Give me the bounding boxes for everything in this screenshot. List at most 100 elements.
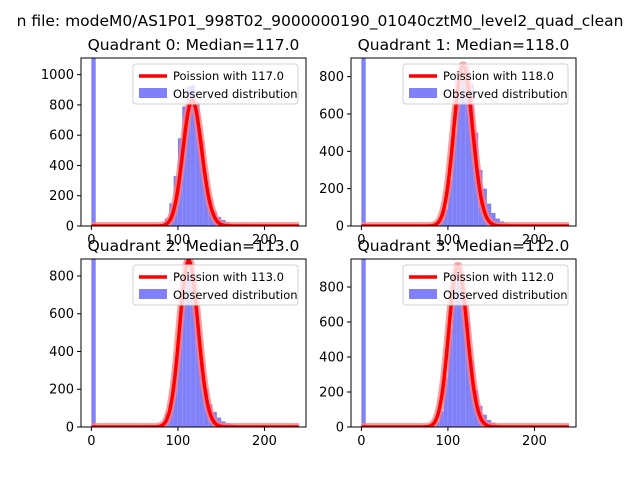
legend-fit-label: Poission with 117.0	[173, 69, 284, 83]
panel-title: Quadrant 3: Median=112.0	[358, 237, 570, 255]
histogram-bar	[199, 141, 204, 226]
legend-fit-label: Poission with 118.0	[443, 69, 554, 83]
panel-title: Quadrant 1: Median=118.0	[358, 36, 570, 54]
x-tick-label: 200	[522, 434, 547, 449]
x-tick-label: 0	[87, 434, 95, 449]
legend: Poission with 118.0 Observed distribution	[402, 63, 569, 105]
y-tick-label: 800	[49, 269, 74, 284]
panel-title: Quadrant 0: Median=117.0	[88, 36, 300, 54]
y-tick-label: 1000	[41, 68, 74, 83]
histogram-bar	[91, 58, 96, 226]
y-tick-label: 800	[319, 281, 344, 296]
x-tick-label: 100	[436, 233, 461, 248]
y-tick-label: 400	[319, 351, 344, 366]
histogram-bar	[361, 58, 366, 226]
x-tick-label: 200	[252, 434, 277, 449]
histogram-bar	[447, 329, 453, 427]
legend-hist-swatch	[409, 88, 437, 98]
legend-hist-label: Observed distribution	[443, 288, 568, 302]
histogram-bar	[452, 283, 457, 427]
histogram-bar	[465, 322, 470, 427]
histogram-bar	[190, 283, 196, 427]
legend-fit-label: Poission with 113.0	[173, 270, 284, 284]
legend-hist-swatch	[409, 289, 437, 299]
y-tick-label: 600	[319, 108, 344, 123]
y-tick-label: 600	[49, 307, 74, 322]
panel-quadrant-3: 0 100 200 0 200 400 600 800 Poission with 112.0 O…	[319, 237, 577, 449]
histogram-bar	[452, 132, 457, 226]
legend-box	[132, 264, 299, 306]
y-tick-label: 200	[49, 383, 74, 398]
legend: Poission with 113.0 Observed distribution	[132, 264, 299, 306]
legend-fit-label: Poission with 112.0	[443, 270, 554, 284]
histogram-bar	[195, 321, 200, 427]
histogram-bar	[456, 87, 461, 226]
histogram-bar	[361, 259, 366, 427]
axes-frame	[80, 57, 307, 227]
legend-box	[402, 63, 569, 105]
x-tick-label: 100	[436, 434, 461, 449]
legend: Poission with 112.0 Observed distribution	[402, 264, 569, 306]
y-tick-label: 0	[66, 220, 74, 235]
y-tick-label: 600	[319, 316, 344, 331]
histogram-bar	[190, 85, 196, 226]
panel-quadrant-0: 0 100 200 0 200 400 600 800 1000 Poission with 11…	[41, 36, 307, 248]
histogram-bar	[439, 411, 444, 427]
axes-frame	[350, 57, 577, 227]
legend-box	[132, 63, 299, 105]
x-tick-label: 200	[522, 233, 547, 248]
poisson-fit-line	[90, 98, 300, 226]
histogram-bar	[186, 272, 191, 427]
y-tick-label: 400	[49, 159, 74, 174]
x-tick-label: 0	[357, 434, 365, 449]
legend: Poission with 117.0 Observed distribution	[132, 63, 299, 105]
x-tick-label: 200	[252, 233, 277, 248]
axes-frame	[350, 258, 577, 428]
histogram-bar	[465, 65, 470, 226]
histogram-bar	[443, 378, 448, 427]
legend-hist-label: Observed distribution	[173, 288, 298, 302]
poisson-fit-line	[360, 264, 570, 427]
y-tick-label: 400	[49, 345, 74, 360]
x-tick-label: 0	[87, 233, 95, 248]
y-tick-label: 0	[336, 421, 344, 436]
legend-hist-label: Observed distribution	[443, 87, 568, 101]
histogram-bar	[186, 86, 191, 226]
histogram-bar	[447, 179, 453, 226]
histogram-bar	[199, 362, 204, 427]
x-tick-label: 0	[357, 233, 365, 248]
histogram-bar	[182, 279, 187, 427]
histogram-bar	[177, 321, 183, 427]
axes-frame	[80, 258, 307, 428]
panel-quadrant-1: 0 100 200 0 200 400 600 800 Poission with 118.0 O…	[319, 36, 577, 248]
y-tick-label: 400	[319, 145, 344, 160]
x-tick-label: 100	[166, 233, 191, 248]
histogram-bar	[91, 259, 96, 427]
histogram-bar	[491, 212, 496, 226]
plot-area	[88, 58, 303, 226]
histogram-bar	[443, 209, 448, 226]
panel-quadrant-2: 0 100 200 0 200 400 600 800 Poission with 113.0 O…	[49, 237, 307, 449]
y-tick-label: 800	[319, 70, 344, 85]
legend-hist-swatch	[139, 289, 167, 299]
legend-hist-label: Observed distribution	[173, 87, 298, 101]
y-tick-label: 200	[319, 386, 344, 401]
panel-title: Quadrant 2: Median=113.0	[88, 237, 300, 255]
plot-area	[358, 259, 573, 427]
y-tick-label: 0	[336, 220, 344, 235]
histogram-bar	[195, 101, 200, 226]
y-tick-label: 800	[49, 98, 74, 113]
legend-hist-swatch	[139, 88, 167, 98]
y-tick-label: 200	[319, 182, 344, 197]
histogram-bar	[460, 287, 466, 427]
x-tick-label: 100	[166, 434, 191, 449]
y-tick-label: 200	[49, 189, 74, 204]
y-tick-label: 600	[49, 129, 74, 144]
histogram-bar	[460, 72, 466, 226]
figure-suptitle: n file: modeM0/AS1P01_998T02_9000000190_…	[17, 12, 624, 31]
histogram-bar	[456, 269, 461, 427]
y-tick-label: 0	[66, 421, 74, 436]
legend-box	[402, 264, 569, 306]
